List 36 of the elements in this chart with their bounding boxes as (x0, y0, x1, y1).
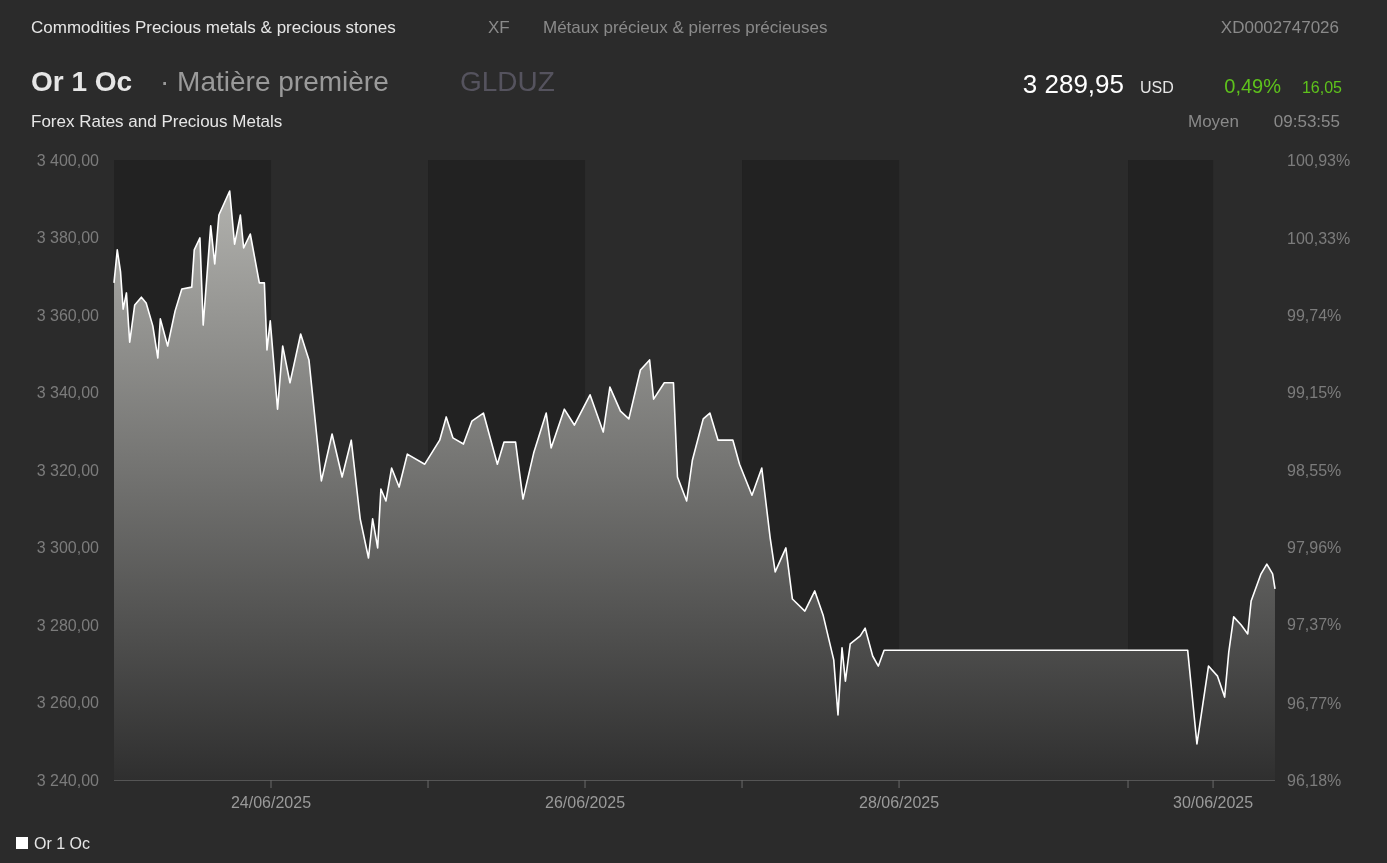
y2-tick-label: 99,15% (1287, 383, 1342, 401)
chart-title: Or 1 Oc (31, 66, 133, 97)
text: XF (488, 18, 510, 37)
y2-tick-label: 96,18% (1287, 771, 1342, 789)
x-tick-label: 26/06/2025 (544, 794, 626, 811)
y2-tick-label: 99,74% (1287, 306, 1342, 324)
y-tick-label: 3 280,00 (36, 616, 100, 634)
text: 0,49% (1224, 75, 1282, 97)
y2-tick-label: 98,55% (1287, 462, 1342, 480)
y2-tick-label: 100,93% (1287, 151, 1351, 169)
text: 09:53:55 (1273, 112, 1340, 131)
chart-subtitle: Forex Rates and Precious Metals (31, 112, 283, 131)
legend-label: Or 1 Oc (34, 834, 91, 852)
y-tick-label: 3 320,00 (36, 461, 100, 479)
y-tick-label: 3 360,00 (36, 306, 100, 324)
text: Commodities Precious metals & precious stones (31, 18, 396, 37)
y-tick-label: 3 340,00 (36, 384, 100, 402)
y-tick-label: 3 380,00 (36, 229, 100, 247)
y2-tick-label: 97,96% (1287, 539, 1342, 557)
y2-tick-label: 100,33% (1287, 229, 1351, 247)
y-tick-label: 3 400,00 (36, 151, 100, 169)
text: USD (1140, 79, 1174, 96)
x-tick-label: 24/06/2025 (230, 794, 312, 811)
y2-tick-label: 97,37% (1287, 616, 1342, 634)
text: 3 289,95 (1022, 69, 1124, 99)
x-tick-label: 28/06/2025 (859, 794, 940, 811)
text: · Matière première (160, 66, 389, 97)
y-tick-label: 3 260,00 (36, 694, 100, 712)
text: 16,05 (1301, 79, 1343, 96)
text: Moyen (1187, 112, 1239, 131)
y-tick-label: 3 300,00 (36, 539, 100, 557)
text: Métaux précieux & pierres précieuses (543, 18, 828, 37)
text: XD0002747026 (1220, 18, 1339, 37)
y-tick-label: 3 240,00 (36, 771, 100, 789)
y2-tick-label: 96,77% (1287, 694, 1342, 712)
x-tick-label: 30/06/2025 (1173, 794, 1254, 811)
